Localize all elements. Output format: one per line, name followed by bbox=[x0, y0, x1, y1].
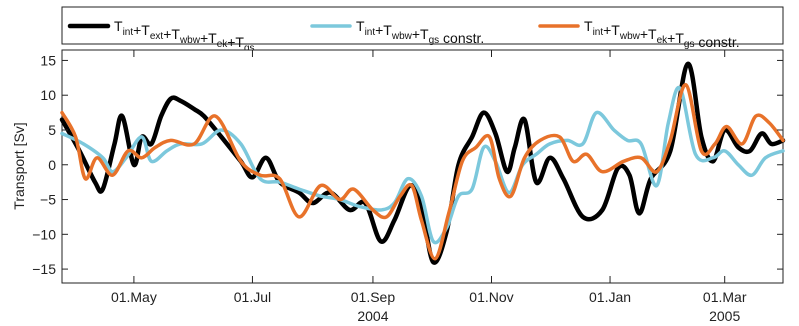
legend-label-1: Tint+Text+Twbw+Tek+Tgs bbox=[114, 18, 255, 54]
y-axis: 15 10 5 0 −5 −10 −15 bbox=[32, 52, 783, 277]
legend-label-3: Tint+Twbw+Tek+Tgs constr. bbox=[584, 18, 740, 50]
y-tick-label: −10 bbox=[32, 226, 56, 242]
y-tick-label: 5 bbox=[48, 122, 56, 138]
legend-frame bbox=[61, 6, 784, 45]
legend-box: Tint+Text+Twbw+Tek+Tgs Tint+Twbw+Tgs cons… bbox=[61, 6, 784, 54]
y-tick-label: 10 bbox=[40, 87, 56, 103]
x-tick-label: 01.Sep bbox=[351, 289, 396, 305]
x-tick-label: 01.Jan bbox=[589, 289, 631, 305]
x-tick-label: 01.Jul bbox=[234, 289, 271, 305]
x-year-label: 2005 bbox=[709, 308, 740, 324]
y-tick-label: 15 bbox=[40, 52, 56, 68]
plot-frame bbox=[61, 49, 784, 284]
x-axis: 01.May 01.Jul 01.Sep 01.Nov 01.Jan 01.Mar 2004… bbox=[111, 50, 747, 324]
y-axis-title: Transport [Sv] bbox=[11, 122, 27, 209]
legend-label-2: Tint+Twbw+Tgs constr. bbox=[356, 18, 484, 46]
series-line-1 bbox=[59, 61, 786, 265]
x-tick-label: 01.Mar bbox=[703, 289, 747, 305]
y-tick-label: −5 bbox=[40, 192, 56, 208]
x-tick-label: 01.May bbox=[111, 289, 157, 305]
y-tick-label: −15 bbox=[32, 261, 56, 277]
series-line-3 bbox=[60, 83, 785, 261]
x-tick-label: 01.Nov bbox=[469, 289, 513, 305]
series-layer bbox=[59, 61, 786, 265]
x-year-label: 2004 bbox=[357, 308, 388, 324]
y-tick-label: 0 bbox=[48, 157, 56, 173]
legend-items: Tint+Text+Twbw+Tek+Tgs Tint+Twbw+Tgs cons… bbox=[67, 18, 740, 54]
